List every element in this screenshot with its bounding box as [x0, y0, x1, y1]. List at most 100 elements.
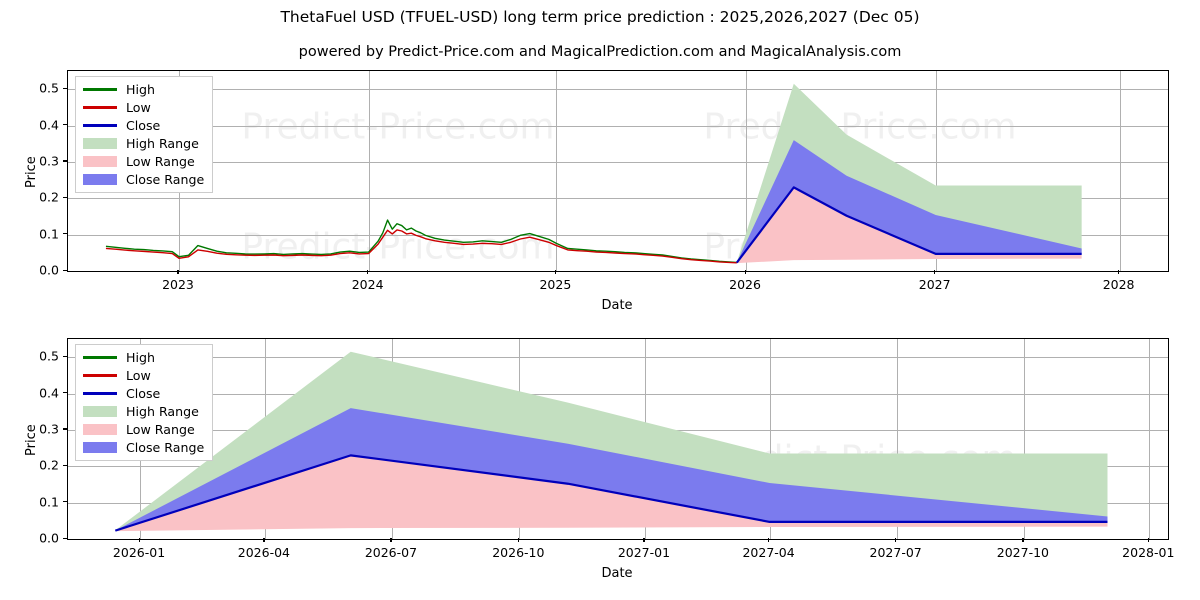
legend-swatch-high-icon — [83, 88, 117, 91]
y-tick-mark — [63, 501, 67, 503]
legend-item-low[interactable]: Low — [83, 368, 204, 383]
x-tick-mark — [768, 538, 770, 542]
x-tick-mark — [390, 538, 392, 542]
x-tick-label: 2026 — [729, 277, 761, 292]
legend-item-high[interactable]: High — [83, 82, 204, 97]
x-tick-label: 2026-01 — [112, 545, 166, 560]
x-tick-label: 2026-07 — [364, 545, 418, 560]
gridline-vertical — [769, 339, 771, 539]
gridline-horizontal — [68, 393, 1168, 395]
x-tick-mark — [1118, 270, 1120, 274]
x-tick-mark — [177, 270, 179, 274]
y-tick-label: 0.1 — [39, 226, 59, 242]
x-tick-label: 2023 — [162, 277, 194, 292]
x-tick-mark — [1022, 538, 1024, 542]
legend-item-high-range[interactable]: High Range — [83, 136, 204, 151]
gridline-vertical — [1119, 71, 1121, 271]
legend-swatch-low-icon — [83, 106, 117, 109]
y-tick-label: 0.0 — [39, 530, 59, 546]
legend-item-low[interactable]: Low — [83, 100, 204, 115]
y-tick-mark — [63, 269, 67, 271]
x-tick-mark — [367, 270, 369, 274]
gridline-vertical — [556, 71, 558, 271]
legend-swatch-low-icon — [83, 374, 117, 377]
legend-item-close-range[interactable]: Close Range — [83, 440, 204, 455]
x-tick-mark — [554, 270, 557, 274]
x-tick-mark — [138, 538, 140, 542]
legend-item-close[interactable]: Close — [83, 118, 204, 133]
legend-label: Close Range — [126, 440, 205, 455]
y-axis-label: Price — [24, 424, 39, 456]
y-tick-label: 0.0 — [39, 262, 59, 278]
y-tick-mark — [63, 233, 67, 235]
top-legend[interactable]: High Low Close High Range Low Range Close Ran… — [75, 76, 214, 193]
x-tick-label: 2027-01 — [617, 545, 671, 560]
y-tick-label: 0.4 — [39, 117, 59, 133]
y-tick-mark — [63, 124, 67, 126]
top-data-layer — [105, 83, 1082, 264]
legend-item-close-range[interactable]: Close Range — [83, 172, 204, 187]
series-close — [735, 186, 1082, 264]
series-low — [105, 229, 737, 264]
x-axis-label: Date — [601, 566, 633, 581]
x-axis-label: Date — [601, 298, 633, 313]
legend-item-low-range[interactable]: Low Range — [83, 422, 204, 437]
page-title: ThetaFuel USD (TFUEL-USD) long term pric… — [280, 8, 920, 26]
x-tick-mark — [517, 538, 520, 542]
y-tick-label: 0.5 — [39, 348, 59, 364]
gridline-horizontal — [68, 89, 1168, 91]
y-tick-label: 0.4 — [39, 385, 59, 401]
gridline-horizontal — [68, 357, 1168, 359]
series-high — [105, 219, 737, 264]
legend-label: Close — [126, 118, 161, 133]
x-tick-mark — [744, 270, 746, 274]
legend-swatch-close-icon — [83, 392, 117, 395]
x-tick-label: 2027-04 — [742, 545, 795, 560]
legend-item-low-range[interactable]: Low Range — [83, 154, 204, 169]
legend-swatch-close-range-icon — [83, 442, 117, 453]
x-tick-label: 2024 — [351, 277, 384, 292]
y-tick-mark — [63, 196, 67, 198]
x-tick-label: 2028 — [1102, 277, 1135, 292]
y-tick-label: 0.5 — [39, 80, 59, 96]
y-tick-mark — [63, 428, 67, 430]
gridline-vertical — [746, 71, 748, 271]
x-tick-mark — [1147, 538, 1149, 542]
legend-swatch-close-icon — [83, 124, 117, 127]
y-tick-mark — [63, 537, 67, 539]
bottom-data-layer — [114, 351, 1108, 532]
y-tick-label: 0.3 — [39, 153, 59, 169]
legend-label: Low — [126, 368, 151, 383]
legend-label: High Range — [126, 404, 199, 419]
gridline-horizontal — [68, 234, 1168, 236]
gridline-vertical — [1149, 339, 1151, 539]
series-close — [114, 454, 1108, 532]
band-low-range — [736, 187, 1082, 264]
bottom-legend[interactable]: High Low Close High Range Low Range Close Ran… — [75, 344, 214, 461]
y-tick-label: 0.1 — [39, 494, 59, 510]
y-tick-mark — [63, 464, 67, 466]
x-tick-label: 2027 — [918, 277, 951, 292]
x-tick-label: 2028-01 — [1122, 545, 1175, 560]
gridline-horizontal — [68, 125, 1168, 127]
legend-label: High — [126, 82, 155, 97]
x-tick-label: 2025 — [539, 277, 572, 292]
gridline-horizontal — [68, 198, 1168, 200]
x-tick-mark — [934, 270, 936, 274]
band-low-range — [115, 455, 1108, 532]
legend-item-high-range[interactable]: High Range — [83, 404, 204, 419]
x-tick-mark — [643, 538, 645, 542]
legend-item-close[interactable]: Close — [83, 386, 204, 401]
gridline-horizontal — [68, 161, 1168, 163]
y-tick-mark — [63, 392, 67, 394]
x-tick-mark — [263, 538, 265, 542]
legend-swatch-low-range-icon — [83, 156, 117, 167]
legend-label: Low Range — [126, 422, 195, 437]
y-tick-label: 0.2 — [39, 457, 59, 473]
legend-item-high[interactable]: High — [83, 350, 204, 365]
legend-swatch-high-range-icon — [83, 406, 117, 417]
legend-swatch-high-icon — [83, 356, 117, 359]
